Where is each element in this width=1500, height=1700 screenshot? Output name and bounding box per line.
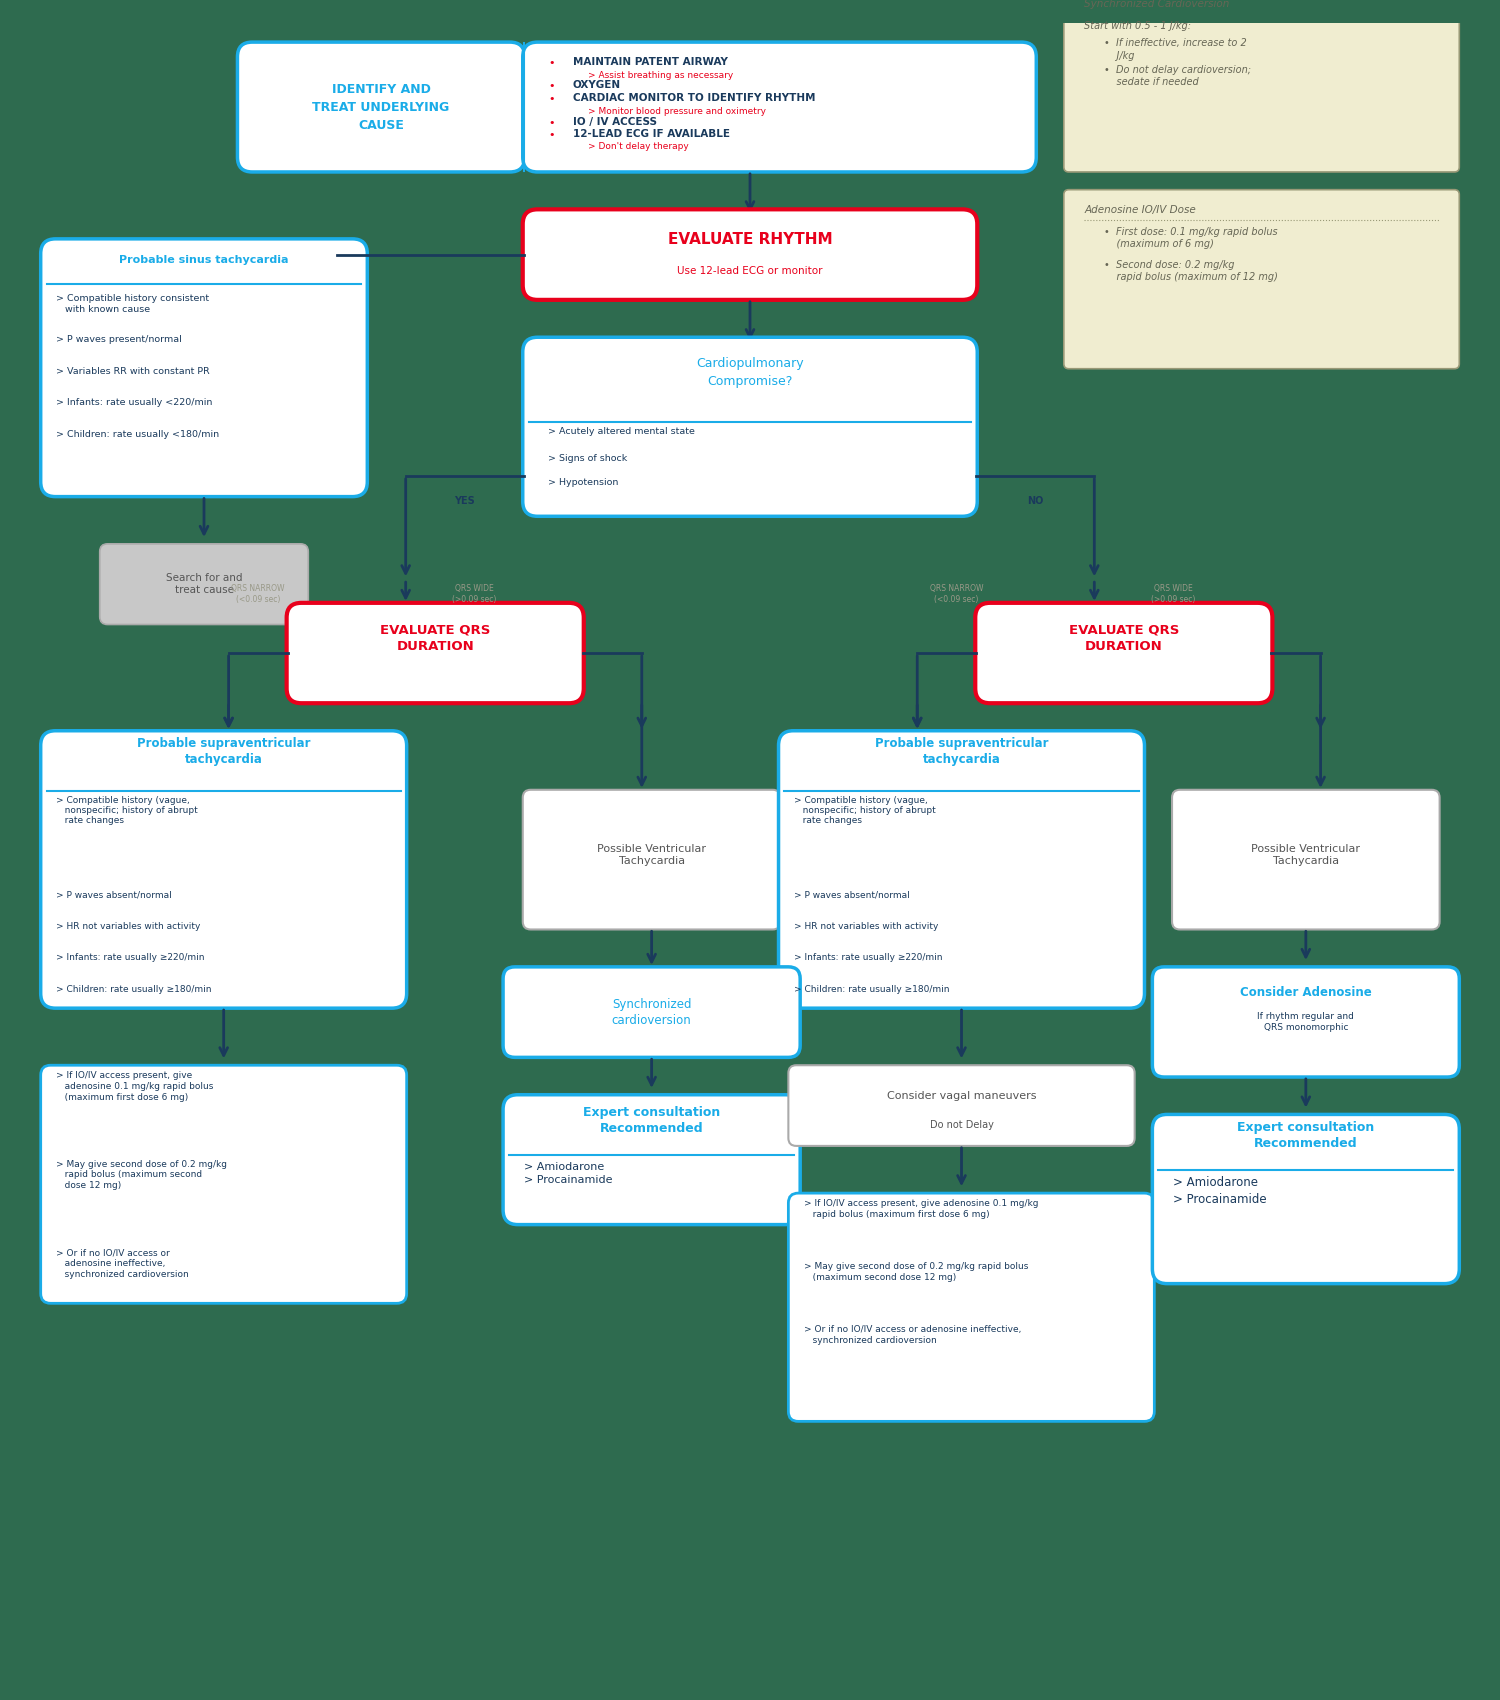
Text: Adenosine IO/IV Dose: Adenosine IO/IV Dose — [1084, 206, 1196, 216]
Text: Start with 0.5 - 1 J/kg:: Start with 0.5 - 1 J/kg: — [1084, 22, 1191, 31]
Text: If rhythm regular and
QRS monomorphic: If rhythm regular and QRS monomorphic — [1257, 1012, 1354, 1032]
Text: Expert consultation
Recommended: Expert consultation Recommended — [584, 1105, 720, 1136]
FancyBboxPatch shape — [1064, 0, 1460, 172]
Text: > Monitor blood pressure and oximetry: > Monitor blood pressure and oximetry — [588, 107, 765, 116]
Text: •: • — [549, 129, 555, 139]
Text: > May give second dose of 0.2 mg/kg
   rapid bolus (maximum second
   dose 12 mg: > May give second dose of 0.2 mg/kg rapi… — [57, 1159, 228, 1190]
Text: MAINTAIN PATENT AIRWAY: MAINTAIN PATENT AIRWAY — [573, 56, 728, 66]
Text: CARDIAC MONITOR TO IDENTIFY RHYTHM: CARDIAC MONITOR TO IDENTIFY RHYTHM — [573, 94, 816, 104]
FancyBboxPatch shape — [522, 209, 978, 299]
FancyBboxPatch shape — [40, 1066, 407, 1304]
FancyBboxPatch shape — [1064, 190, 1460, 369]
Text: 12-LEAD ECG IF AVAILABLE: 12-LEAD ECG IF AVAILABLE — [573, 129, 730, 139]
Text: > Or if no IO/IV access or
   adenosine ineffective,
   synchronized cardioversi: > Or if no IO/IV access or adenosine ine… — [57, 1248, 189, 1278]
Text: QRS WIDE
(>0.09 sec): QRS WIDE (>0.09 sec) — [1150, 585, 1196, 604]
Text: > HR not variables with activity: > HR not variables with activity — [795, 921, 939, 930]
Text: Cardiopulmonary
Compromise?: Cardiopulmonary Compromise? — [696, 357, 804, 388]
FancyBboxPatch shape — [40, 240, 368, 496]
FancyBboxPatch shape — [503, 1095, 800, 1224]
Text: EVALUATE QRS
DURATION: EVALUATE QRS DURATION — [380, 624, 490, 653]
Text: > If IO/IV access present, give adenosine 0.1 mg/kg
   rapid bolus (maximum firs: > If IO/IV access present, give adenosin… — [804, 1198, 1038, 1219]
FancyBboxPatch shape — [522, 337, 978, 517]
Text: Possible Ventricular
Tachycardia: Possible Ventricular Tachycardia — [1251, 843, 1360, 865]
FancyBboxPatch shape — [237, 42, 525, 172]
FancyBboxPatch shape — [286, 604, 584, 704]
Text: > Children: rate usually ≥180/min: > Children: rate usually ≥180/min — [795, 984, 950, 993]
FancyBboxPatch shape — [503, 967, 800, 1057]
Text: OXYGEN: OXYGEN — [573, 80, 621, 90]
Text: •  Do not delay cardioversion;
    sedate if needed: • Do not delay cardioversion; sedate if … — [1104, 65, 1251, 87]
Text: > May give second dose of 0.2 mg/kg rapid bolus
   (maximum second dose 12 mg): > May give second dose of 0.2 mg/kg rapi… — [804, 1261, 1029, 1282]
Text: > Assist breathing as necessary: > Assist breathing as necessary — [588, 71, 734, 80]
Text: > Amiodarone
> Procainamide: > Amiodarone > Procainamide — [524, 1161, 612, 1185]
Text: > Children: rate usually ≥180/min: > Children: rate usually ≥180/min — [57, 984, 211, 993]
Text: > Don't delay therapy: > Don't delay therapy — [588, 143, 688, 151]
Text: Expert consultation
Recommended: Expert consultation Recommended — [1238, 1120, 1374, 1149]
Text: > Variables RR with constant PR: > Variables RR with constant PR — [57, 367, 210, 376]
Text: •: • — [549, 82, 555, 92]
FancyBboxPatch shape — [778, 731, 1144, 1008]
Text: •: • — [549, 94, 555, 104]
FancyBboxPatch shape — [40, 731, 407, 1008]
Text: > P waves present/normal: > P waves present/normal — [57, 335, 182, 345]
Text: > HR not variables with activity: > HR not variables with activity — [57, 921, 201, 930]
Text: •: • — [549, 117, 555, 128]
Text: •  If ineffective, increase to 2
    J/kg: • If ineffective, increase to 2 J/kg — [1104, 37, 1246, 61]
Text: > Children: rate usually <180/min: > Children: rate usually <180/min — [57, 430, 219, 439]
Text: > Compatible history (vague,
   nonspecific; history of abrupt
   rate changes: > Compatible history (vague, nonspecific… — [57, 796, 198, 826]
Text: Probable supraventricular
tachycardia: Probable supraventricular tachycardia — [136, 736, 310, 767]
FancyBboxPatch shape — [522, 42, 1036, 172]
Text: EVALUATE RHYTHM: EVALUATE RHYTHM — [668, 233, 832, 246]
Text: •: • — [549, 58, 555, 68]
FancyBboxPatch shape — [789, 1066, 1134, 1146]
Text: > Acutely altered mental state: > Acutely altered mental state — [549, 427, 694, 435]
Text: Synchronized Cardioversion: Synchronized Cardioversion — [1084, 0, 1230, 8]
Text: > Compatible history consistent
   with known cause: > Compatible history consistent with kno… — [57, 294, 210, 314]
Text: IDENTIFY AND
TREAT UNDERLYING
CAUSE: IDENTIFY AND TREAT UNDERLYING CAUSE — [312, 83, 450, 131]
Text: QRS WIDE
(>0.09 sec): QRS WIDE (>0.09 sec) — [453, 585, 497, 604]
Text: Probable supraventricular
tachycardia: Probable supraventricular tachycardia — [874, 736, 1048, 767]
Text: > Compatible history (vague,
   nonspecific; history of abrupt
   rate changes: > Compatible history (vague, nonspecific… — [795, 796, 936, 826]
Text: •  First dose: 0.1 mg/kg rapid bolus
    (maximum of 6 mg): • First dose: 0.1 mg/kg rapid bolus (max… — [1104, 228, 1278, 250]
Text: > Or if no IO/IV access or adenosine ineffective,
   synchronized cardioversion: > Or if no IO/IV access or adenosine ine… — [804, 1324, 1022, 1345]
FancyBboxPatch shape — [522, 790, 780, 930]
FancyBboxPatch shape — [1172, 790, 1440, 930]
Text: •  Second dose: 0.2 mg/kg
    rapid bolus (maximum of 12 mg): • Second dose: 0.2 mg/kg rapid bolus (ma… — [1104, 260, 1278, 282]
FancyBboxPatch shape — [1152, 967, 1460, 1078]
Text: Probable sinus tachycardia: Probable sinus tachycardia — [120, 255, 290, 265]
Text: > P waves absent/normal: > P waves absent/normal — [57, 891, 172, 899]
Text: YES: YES — [454, 495, 476, 505]
Text: Possible Ventricular
Tachycardia: Possible Ventricular Tachycardia — [597, 843, 706, 865]
FancyBboxPatch shape — [789, 1193, 1155, 1421]
Text: Search for and
treat cause: Search for and treat cause — [166, 573, 243, 595]
Text: > If IO/IV access present, give
   adenosine 0.1 mg/kg rapid bolus
   (maximum f: > If IO/IV access present, give adenosin… — [57, 1071, 214, 1102]
FancyBboxPatch shape — [99, 544, 309, 624]
Text: > Infants: rate usually <220/min: > Infants: rate usually <220/min — [57, 398, 213, 408]
FancyBboxPatch shape — [1152, 1115, 1460, 1284]
Text: > Infants: rate usually ≥220/min: > Infants: rate usually ≥220/min — [57, 954, 206, 962]
Text: > P waves absent/normal: > P waves absent/normal — [795, 891, 910, 899]
Text: Consider Adenosine: Consider Adenosine — [1240, 986, 1371, 1000]
Text: NO: NO — [1028, 495, 1044, 505]
Text: Synchronized
cardioversion: Synchronized cardioversion — [612, 998, 692, 1027]
FancyBboxPatch shape — [975, 604, 1272, 704]
Text: QRS NARROW
(<0.09 sec): QRS NARROW (<0.09 sec) — [231, 585, 285, 604]
Text: > Infants: rate usually ≥220/min: > Infants: rate usually ≥220/min — [795, 954, 944, 962]
Text: IO / IV ACCESS: IO / IV ACCESS — [573, 117, 657, 128]
Text: Do not Delay: Do not Delay — [930, 1120, 993, 1130]
Text: > Amiodarone
> Procainamide: > Amiodarone > Procainamide — [1173, 1176, 1266, 1207]
Text: EVALUATE QRS
DURATION: EVALUATE QRS DURATION — [1068, 624, 1179, 653]
Text: QRS NARROW
(<0.09 sec): QRS NARROW (<0.09 sec) — [930, 585, 984, 604]
Text: > Signs of shock: > Signs of shock — [549, 454, 627, 464]
Text: Consider vagal maneuvers: Consider vagal maneuvers — [886, 1091, 1036, 1100]
Text: > Hypotension: > Hypotension — [549, 478, 618, 486]
Text: Use 12-lead ECG or monitor: Use 12-lead ECG or monitor — [678, 267, 824, 277]
